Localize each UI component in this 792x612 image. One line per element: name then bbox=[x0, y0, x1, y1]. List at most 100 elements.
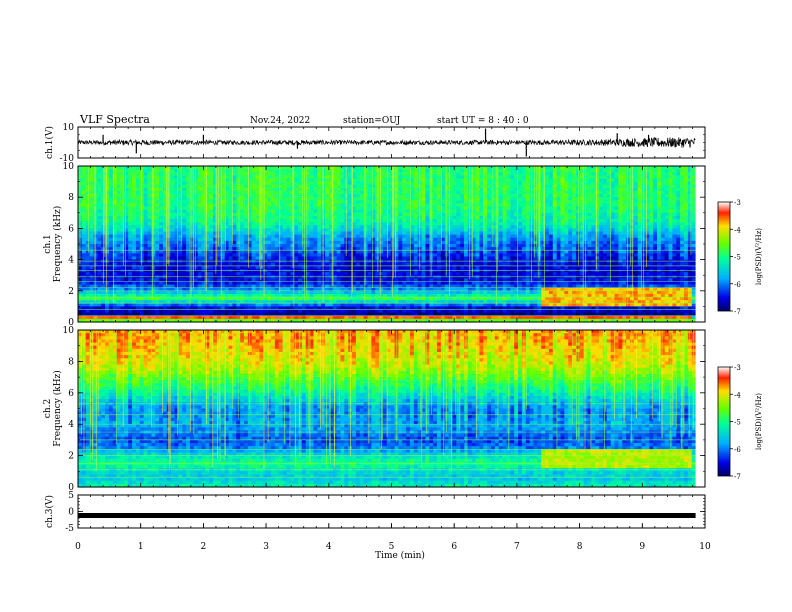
spectrogram-cell bbox=[533, 219, 538, 223]
spectrogram-cell bbox=[170, 184, 176, 189]
spectrogram-cell bbox=[668, 206, 674, 211]
spectrogram-cell bbox=[224, 215, 230, 220]
spectrogram-cell bbox=[224, 190, 230, 195]
spectrogram-cell bbox=[151, 234, 156, 239]
spectrogram-cell bbox=[514, 215, 519, 220]
spectrogram-cell bbox=[409, 175, 415, 180]
spectrogram-cell bbox=[255, 222, 261, 226]
spectrogram-cell bbox=[236, 203, 241, 208]
spectrogram-cell bbox=[298, 212, 303, 217]
spectrogram-cell bbox=[255, 175, 261, 180]
spectrogram-cell bbox=[120, 222, 125, 226]
spectrogram-cell bbox=[556, 197, 562, 201]
spectrogram-cell bbox=[379, 231, 384, 236]
spectrogram-cell bbox=[487, 222, 492, 226]
spectrogram-cell bbox=[81, 212, 87, 217]
spectrogram-cell bbox=[676, 184, 681, 189]
spectrogram-cell bbox=[676, 169, 681, 173]
spectrogram-cell bbox=[502, 215, 508, 220]
spectrogram-cell bbox=[649, 225, 654, 229]
spectrogram-cell bbox=[402, 225, 407, 229]
spectrogram-cell bbox=[108, 166, 114, 170]
spectrogram-cell bbox=[653, 181, 658, 186]
spectrogram-cell bbox=[108, 197, 114, 201]
spectrogram-cell bbox=[637, 194, 643, 198]
spectrogram-cell bbox=[143, 197, 149, 201]
spectrogram-cell bbox=[236, 231, 241, 236]
spectrogram-cell bbox=[178, 184, 183, 189]
spectrogram-cell bbox=[135, 181, 141, 186]
spectrogram-cell bbox=[479, 200, 484, 205]
spectrogram-cell bbox=[89, 206, 95, 211]
spectrogram-cell bbox=[363, 175, 369, 180]
spectrogram-cell bbox=[464, 203, 469, 208]
spectrogram-cell bbox=[305, 178, 311, 183]
spectrogram-cell bbox=[583, 228, 589, 233]
spectrogram-cell bbox=[560, 225, 565, 229]
spectrogram-cell bbox=[294, 172, 299, 176]
spectrogram-cell bbox=[448, 178, 454, 183]
spectrogram-cell bbox=[421, 231, 426, 236]
spectrogram-cell bbox=[506, 212, 511, 217]
spectrogram-cell bbox=[514, 178, 519, 183]
spectrogram-cell bbox=[328, 228, 334, 233]
spectrogram-cell bbox=[413, 200, 419, 205]
spectrogram-cell bbox=[599, 166, 604, 170]
spectrogram-cell bbox=[197, 228, 203, 233]
spectrogram-cell bbox=[81, 209, 87, 214]
spectrogram-cell bbox=[572, 225, 577, 229]
spectrogram-cell bbox=[213, 190, 218, 195]
spectrogram-cell bbox=[132, 206, 137, 211]
spectrogram-cell bbox=[162, 194, 168, 198]
spectrogram-cell bbox=[548, 181, 554, 186]
spectrogram-cell bbox=[309, 194, 315, 198]
spectrogram-cell bbox=[595, 190, 600, 195]
spectrogram-cell bbox=[178, 187, 183, 192]
spectrogram-cell bbox=[657, 225, 662, 229]
spectrogram-cell bbox=[236, 228, 241, 233]
spectrogram-cell bbox=[413, 225, 419, 229]
spectrogram-cell bbox=[572, 184, 577, 189]
spectrogram-cell bbox=[81, 187, 87, 192]
spectrogram-cell bbox=[460, 222, 465, 226]
spectrogram-cell bbox=[182, 184, 187, 189]
spectrogram-cell bbox=[467, 175, 473, 180]
spectrogram-cell bbox=[363, 200, 369, 205]
spectrogram-cell bbox=[498, 197, 504, 201]
spectrogram-cell bbox=[398, 178, 403, 183]
spectrogram-cell bbox=[105, 194, 110, 198]
spectrogram-cell bbox=[421, 178, 426, 183]
spectrogram-cell bbox=[135, 184, 141, 189]
spectrogram-cell bbox=[421, 206, 426, 211]
spectrogram-cell bbox=[545, 215, 550, 220]
spectrogram-cell bbox=[402, 187, 407, 192]
spectrogram-cell bbox=[460, 181, 465, 186]
spectrogram-cell bbox=[406, 197, 411, 201]
spectrogram-cell bbox=[467, 197, 473, 201]
spectrogram-cell bbox=[456, 175, 461, 180]
spectrogram-cell bbox=[409, 187, 415, 192]
spectrogram-cell bbox=[610, 222, 616, 226]
spectrogram-cell bbox=[147, 225, 152, 229]
spectrogram-cell bbox=[568, 178, 573, 183]
spectrogram-cell bbox=[541, 231, 546, 236]
spectrogram-cell bbox=[236, 206, 241, 211]
spectrogram-cell bbox=[143, 172, 149, 176]
spectrogram-cell bbox=[494, 209, 500, 214]
spectrogram-cell bbox=[672, 181, 677, 186]
spectrogram-cell bbox=[278, 212, 284, 217]
spectrogram-cell bbox=[452, 200, 457, 205]
spectrogram-cell bbox=[344, 175, 349, 180]
spectrogram-cell bbox=[552, 178, 558, 183]
spectrogram-cell bbox=[236, 212, 241, 217]
spectrogram-cell bbox=[602, 169, 608, 173]
spectrogram-cell bbox=[421, 219, 426, 223]
spectrogram-cell bbox=[305, 209, 311, 214]
spectrogram-cell bbox=[85, 206, 91, 211]
spectrogram-cell bbox=[560, 200, 565, 205]
spectrogram-cell bbox=[460, 200, 465, 205]
spectrogram-cell bbox=[599, 169, 604, 173]
spectrogram-cell bbox=[255, 228, 261, 233]
spectrogram-cell bbox=[155, 225, 160, 229]
spectrogram-cell bbox=[236, 166, 241, 170]
